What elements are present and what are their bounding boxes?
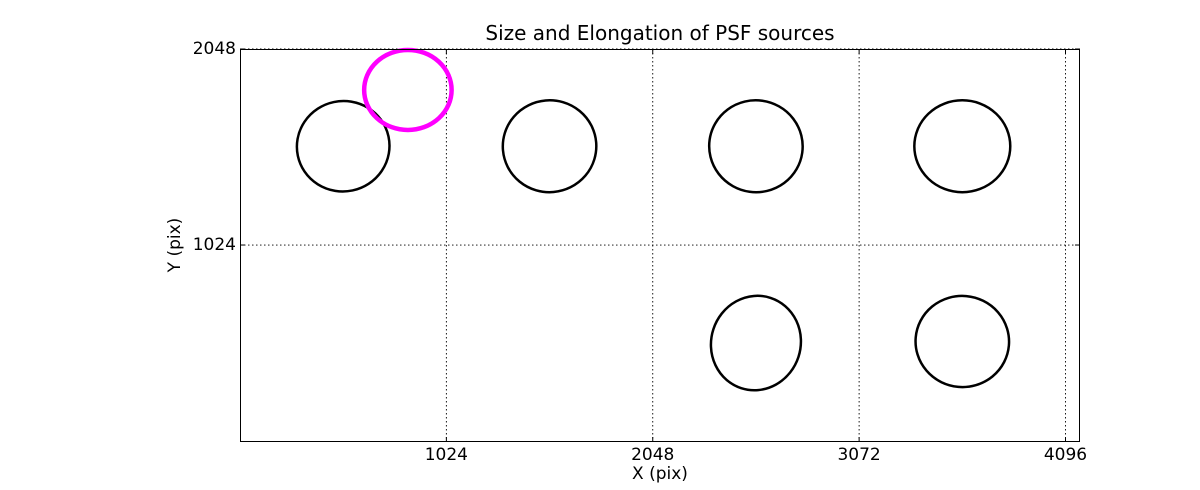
y-tick-label-1024: 1024: [192, 235, 236, 256]
plot-area: [240, 47, 1080, 442]
x-tick-label-1024: 1024: [424, 445, 468, 465]
x-tick-label-4096: 4096: [1043, 445, 1088, 465]
psf-source-ellipse: [913, 99, 1012, 194]
x-tick-label-2048: 2048: [631, 445, 675, 465]
flagged-psf-source-ellipse: [361, 47, 454, 133]
y-tick-label-2048: 2048: [192, 39, 236, 59]
chart-title: Size and Elongation of PSF sources: [485, 21, 835, 45]
x-axis-label: X (pix): [632, 464, 688, 484]
psf-source-ellipse: [709, 294, 803, 392]
psf-source-ellipse: [707, 99, 804, 194]
axes-frame: [240, 49, 1080, 442]
psf-source-ellipse: [501, 99, 598, 194]
x-tick-label-3072: 3072: [837, 445, 881, 465]
psf-source-ellipse: [295, 99, 391, 193]
psf-source-ellipse: [914, 294, 1011, 389]
